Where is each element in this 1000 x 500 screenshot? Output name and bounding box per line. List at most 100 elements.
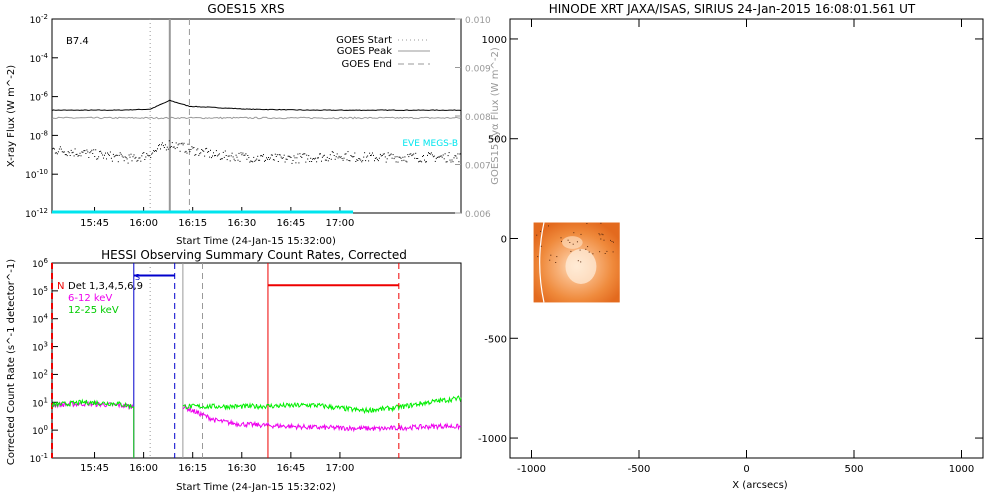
goes-short-channel-point: [452, 161, 454, 163]
goes-short-channel-point: [156, 150, 157, 152]
xrt-speckle: [569, 242, 571, 243]
goes-short-channel-point: [434, 160, 436, 162]
goes-short-channel-point: [143, 152, 145, 153]
goes-short-channel-point: [385, 161, 387, 163]
goes-short-channel-point: [446, 161, 448, 163]
goes-short-channel-point: [329, 154, 331, 156]
goes-short-channel-point: [424, 159, 425, 161]
goes-short-channel-point: [168, 140, 170, 142]
goes-lya-line: [51, 116, 462, 120]
goes-short-channel-point: [90, 151, 92, 153]
goes-legend-start: GOES Start: [336, 35, 392, 46]
goes-short-channel-point: [150, 157, 152, 158]
goes-short-channel-point: [152, 152, 154, 154]
goes-short-channel-point: [137, 159, 139, 161]
hessi-panel: HESSI Observing Summary Count Rates, Cor…: [6, 248, 462, 493]
goes-short-channel-point: [331, 151, 333, 153]
goes-short-channel-point: [315, 157, 317, 159]
hessi-x-tick-label: 15:45: [80, 463, 109, 474]
xrt-speckle: [602, 234, 604, 236]
goes-short-channel-point: [183, 142, 185, 144]
goes-class-annotation: B7.4: [66, 36, 89, 47]
goes-short-channel-point: [305, 161, 307, 163]
goes-short-channel-point: [202, 150, 204, 152]
goes-short-channel-point: [267, 158, 268, 160]
goes-short-channel-point: [274, 153, 276, 155]
goes-y-tick-label: 10-10: [25, 168, 48, 181]
goes-short-channel-point: [261, 155, 263, 157]
goes-short-channel-point: [374, 160, 375, 162]
goes-short-channel-point: [362, 160, 364, 162]
xrt-speckle: [599, 251, 601, 253]
goes-short-channel-point: [457, 153, 459, 155]
goes-short-channel-point: [279, 154, 281, 156]
goes-short-channel-point: [407, 154, 409, 156]
goes-short-channel-point: [287, 155, 289, 157]
goes-short-channel-point: [288, 155, 290, 157]
goes-right-y-tick-label: 0.006: [465, 210, 491, 220]
goes-short-channel-point: [257, 155, 259, 157]
goes-short-channel-points: [52, 140, 462, 164]
goes-short-channel-point: [133, 154, 135, 156]
hessi-title: HESSI Observing Summary Count Rates, Cor…: [101, 248, 407, 262]
goes-short-channel-point: [125, 157, 127, 159]
goes-short-channel-point: [450, 161, 452, 163]
goes-short-channel-point: [334, 158, 336, 160]
goes-short-channel-point: [271, 154, 273, 156]
goes-short-channel-point: [116, 154, 118, 156]
goes-short-channel-point: [335, 156, 337, 158]
goes-short-channel-point: [127, 162, 129, 164]
xrt-x-tick-label: 500: [844, 464, 863, 475]
hessi-series-line: [182, 395, 462, 415]
hessi-x-tick-label: 16:45: [276, 463, 305, 474]
hessi-y-label: Corrected Count Rate (s^-1 detector^-1): [6, 259, 17, 465]
goes-short-channel-point: [163, 147, 165, 148]
goes-short-channel-point: [180, 143, 182, 145]
goes-short-channel-point: [153, 150, 155, 152]
goes-short-channel-point: [70, 149, 72, 151]
goes-short-channel-point: [105, 152, 106, 154]
xrt-speckle: [606, 250, 608, 252]
goes-short-channel-point: [338, 155, 340, 157]
goes-short-channel-point: [444, 153, 446, 155]
goes-short-channel-point: [438, 156, 440, 158]
goes-short-channel-point: [291, 162, 293, 164]
goes-short-channel-point: [405, 160, 407, 162]
xrt-speckle: [601, 233, 603, 235]
goes-short-channel-point: [250, 160, 252, 162]
goes-short-channel-point: [301, 157, 303, 158]
goes-short-channel-point: [458, 161, 460, 163]
goes-short-channel-point: [353, 156, 355, 157]
goes-short-channel-point: [321, 156, 323, 158]
goes-short-channel-point: [313, 158, 315, 159]
hessi-flag-n: N: [57, 281, 64, 292]
goes-short-channel-point: [81, 151, 83, 153]
goes-short-channel-point: [213, 152, 214, 154]
goes-short-channel-point: [443, 158, 445, 160]
xrt-image: [533, 222, 620, 303]
goes-right-y-ticks: 0.010 0.009 0.008 0.007 0.006: [455, 16, 491, 220]
goes-short-channel-point: [234, 160, 236, 162]
goes-short-channel-point: [82, 151, 84, 153]
goes-short-channel-point: [308, 155, 310, 157]
hessi-y-label-text: Corrected Count Rate (s^-1 detector^-1): [6, 259, 17, 465]
goes-short-channel-point: [114, 155, 116, 157]
goes-short-channel-point: [284, 161, 286, 163]
goes-short-channel-point: [77, 155, 79, 157]
xrt-speckle: [604, 253, 606, 254]
goes-short-channel-point: [192, 147, 194, 149]
goes-short-channel-point: [253, 156, 255, 158]
goes-y-tick-label: 10-2: [30, 13, 48, 26]
goes-short-channel-point: [356, 159, 358, 161]
goes-short-channel-point: [61, 151, 63, 153]
goes-short-channel-point: [406, 161, 408, 163]
goes-y-label: X-ray Flux (W m^-2): [6, 65, 17, 167]
goes-short-channel-point: [325, 159, 327, 161]
xrt-speckle: [588, 251, 590, 253]
goes-short-channel-point: [99, 151, 101, 153]
xrt-bright-region: [562, 236, 583, 249]
goes-short-channel-point: [240, 152, 242, 154]
goes-short-channel-point: [265, 159, 266, 161]
goes-short-channel-point: [455, 155, 457, 157]
xrt-x-label: X (arcsecs): [732, 480, 788, 491]
